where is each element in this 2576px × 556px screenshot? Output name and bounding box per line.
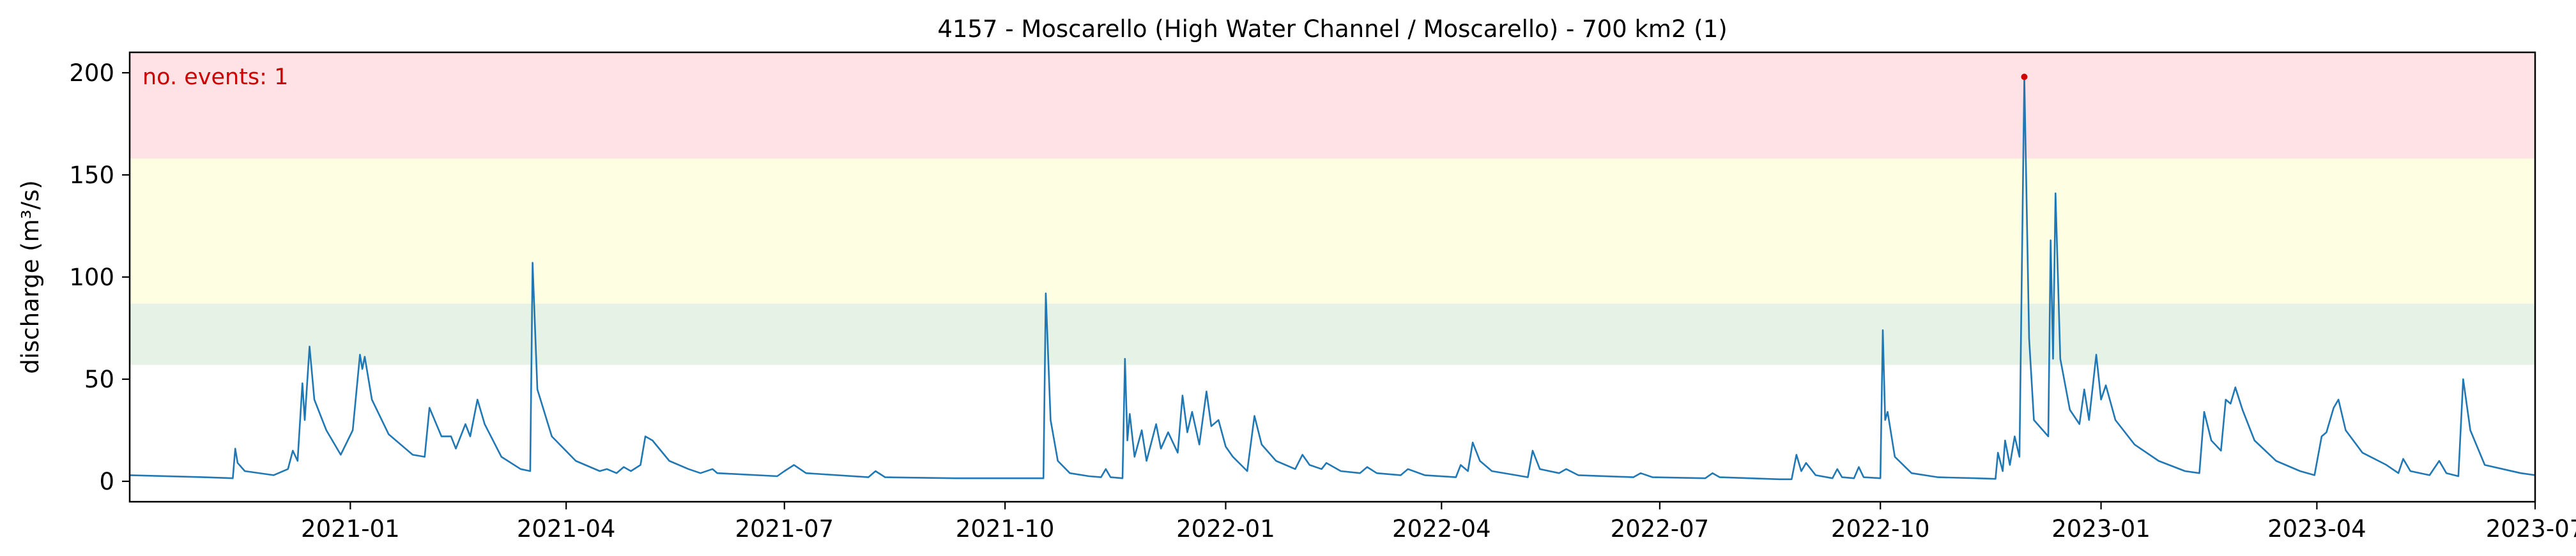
x-tick-label: 2021-10 — [956, 515, 1055, 543]
event-markers — [2021, 73, 2028, 80]
x-tick-label: 2022-07 — [1611, 515, 1710, 543]
y-tick-label: 150 — [69, 162, 114, 189]
discharge-series — [129, 76, 2536, 481]
x-tick-label: 2022-10 — [1831, 515, 1930, 543]
y-tick-label: 0 — [99, 468, 114, 495]
threshold-band-1 — [130, 158, 2535, 304]
y-tick-label: 200 — [69, 59, 114, 87]
threshold-band-0 — [130, 303, 2535, 365]
y-tick-label: 100 — [69, 264, 114, 291]
x-axis-ticks: 2021-01 2021-04 2021-07 2021-10 2022-01 2022-… — [301, 502, 2576, 543]
chart-title: 4157 - Moscarello (High Water Channel / … — [937, 15, 1727, 43]
y-tick-label: 50 — [84, 366, 114, 393]
event-marker-0 — [2021, 73, 2028, 80]
x-tick-label: 2021-07 — [735, 515, 834, 543]
series-line-0 — [129, 76, 2536, 481]
x-tick-label: 2021-01 — [301, 515, 400, 543]
x-tick-label: 2022-01 — [1176, 515, 1275, 543]
x-tick-label: 2021-04 — [517, 515, 616, 543]
x-tick-label: 2023-01 — [2051, 515, 2150, 543]
y-axis-ticks: 0 50 100 150 200 — [69, 59, 130, 495]
x-tick-label: 2023-04 — [2267, 515, 2366, 543]
y-axis-label: discharge (m³/s) — [17, 180, 44, 374]
x-tick-label: 2022-04 — [1392, 515, 1491, 543]
event-count-annotation: no. events: 1 — [142, 64, 288, 90]
threshold-bands — [130, 52, 2535, 365]
threshold-band-2 — [130, 52, 2535, 159]
x-tick-label: 2023-07 — [2486, 515, 2576, 543]
